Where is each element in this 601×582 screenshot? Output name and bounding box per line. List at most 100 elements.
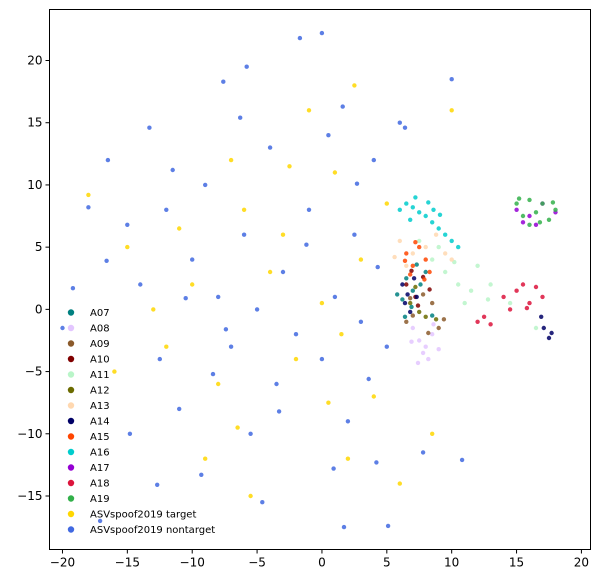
point-a14-9 [408, 309, 413, 315]
point-a17-0 [514, 207, 519, 212]
point-a14-4 [414, 294, 419, 300]
point-a07-3 [410, 288, 415, 293]
point-a13-0 [397, 238, 402, 244]
legend-marker-a07 [67, 309, 75, 316]
point-asvspoof2019-nontarget-4 [105, 157, 111, 163]
point-a12-4 [423, 314, 428, 319]
legend-marker-a17 [67, 464, 75, 471]
point-asvspoof2019-nontarget-44 [183, 296, 188, 301]
point-a15-1 [410, 263, 415, 268]
point-a14-2 [411, 276, 417, 281]
point-asvspoof2019-nontarget-9 [164, 207, 169, 212]
point-asvspoof2019-nontarget-39 [397, 120, 402, 125]
point-a12-1 [417, 309, 422, 315]
point-a11-3 [468, 288, 474, 293]
point-a11-5 [488, 282, 493, 287]
point-asvspoof2019-nontarget-24 [293, 332, 299, 337]
y-tick-label: −5 [25, 365, 43, 379]
point-a18-6 [520, 282, 526, 287]
point-asvspoof2019-nontarget-15 [221, 79, 226, 84]
point-a07-2 [404, 276, 409, 281]
legend-label-a10: A10 [90, 355, 110, 366]
point-a09-1 [430, 300, 435, 306]
point-a16-10 [413, 195, 418, 200]
point-a07-5 [418, 282, 423, 287]
legend-label-asvspoof2019-nontarget: ASVspoof2019 nontarget [90, 525, 215, 536]
point-asvspoof2019-nontarget-42 [449, 77, 454, 82]
point-asvspoof2019-nontarget-32 [345, 419, 351, 424]
point-a09-4 [420, 292, 426, 297]
point-a09-2 [436, 325, 441, 331]
legend-label-a11: A11 [90, 370, 110, 381]
point-a19-6 [546, 217, 552, 222]
point-asvspoof2019-nontarget-38 [385, 523, 391, 529]
point-a11-4 [475, 263, 480, 268]
point-asvspoof2019-nontarget-1 [70, 286, 76, 291]
x-tick-label: −10 [180, 556, 205, 570]
point-asvspoof2019-nontarget-29 [326, 133, 331, 138]
point-a19-10 [537, 220, 543, 225]
point-a18-9 [481, 314, 487, 319]
point-a17-3 [520, 220, 526, 225]
point-a14-7 [539, 314, 544, 319]
point-asvspoof2019-nontarget-40 [402, 125, 408, 130]
point-asvspoof2019-target-0 [86, 192, 91, 198]
point-a11-10 [462, 300, 467, 306]
point-asvspoof2019-nontarget-3 [97, 518, 103, 524]
point-asvspoof2019-nontarget-52 [170, 167, 175, 173]
point-a16-11 [426, 200, 431, 205]
point-asvspoof2019-nontarget-35 [371, 157, 376, 163]
legend-label-a19: A19 [90, 494, 110, 505]
point-asvspoof2019-nontarget-47 [354, 181, 360, 186]
point-a18-3 [540, 294, 545, 300]
point-a14-5 [541, 325, 546, 331]
point-asvspoof2019-target-24 [235, 425, 240, 430]
plot-frame [49, 9, 591, 550]
point-a12-3 [413, 284, 418, 290]
legend: A07 A08 A09 A10 A11 A12 A13 A14 A15 A16 A17 A18 A19 A… [67, 308, 215, 536]
x-tick-label: 0 [318, 556, 326, 570]
point-a11-9 [417, 238, 422, 244]
point-asvspoof2019-nontarget-10 [177, 406, 182, 412]
point-asvspoof2019-target-27 [326, 400, 331, 405]
point-asvspoof2019-nontarget-7 [147, 125, 152, 130]
point-a15-0 [404, 251, 409, 256]
y-axis: −15 −10 −5 0 5 10 15 20 [17, 54, 50, 503]
point-a07-4 [423, 269, 428, 275]
point-a19-9 [550, 200, 556, 205]
point-a08-9 [415, 360, 421, 366]
point-a07-8 [414, 262, 419, 267]
point-a11-8 [436, 244, 441, 250]
point-a10-4 [427, 287, 432, 292]
legend-marker-a08 [67, 324, 75, 332]
legend-label-a14: A14 [90, 417, 110, 428]
point-a13-5 [433, 232, 439, 237]
point-asvspoof2019-nontarget-55 [260, 500, 265, 505]
point-a09-7 [408, 296, 413, 301]
point-a15-2 [417, 244, 422, 250]
point-a19-2 [540, 201, 545, 206]
point-asvspoof2019-target-7 [293, 356, 299, 362]
point-a09-6 [426, 330, 431, 336]
point-asvspoof2019-target-2 [164, 344, 169, 349]
point-a16-5 [430, 220, 435, 225]
point-a08-7 [409, 339, 414, 344]
point-a16-7 [443, 232, 448, 237]
point-asvspoof2019-target-10 [345, 456, 351, 461]
point-asvspoof2019-nontarget-28 [319, 356, 325, 362]
point-asvspoof2019-nontarget-43 [459, 457, 465, 463]
point-a16-1 [404, 201, 409, 206]
point-asvspoof2019-nontarget-22 [274, 381, 279, 387]
point-asvspoof2019-nontarget-37 [384, 344, 389, 349]
point-a19-3 [553, 207, 558, 212]
point-a18-4 [475, 319, 480, 324]
point-asvspoof2019-nontarget-16 [228, 344, 234, 349]
y-tick-label: −15 [17, 489, 42, 503]
legend-marker-a11 [67, 371, 75, 378]
x-tick-label: 20 [574, 556, 589, 570]
point-a18-2 [527, 300, 532, 306]
y-tick-label: 20 [27, 54, 42, 68]
point-a10-3 [409, 268, 414, 273]
point-a15-8 [402, 258, 408, 263]
legend-label-a18: A18 [90, 479, 110, 490]
